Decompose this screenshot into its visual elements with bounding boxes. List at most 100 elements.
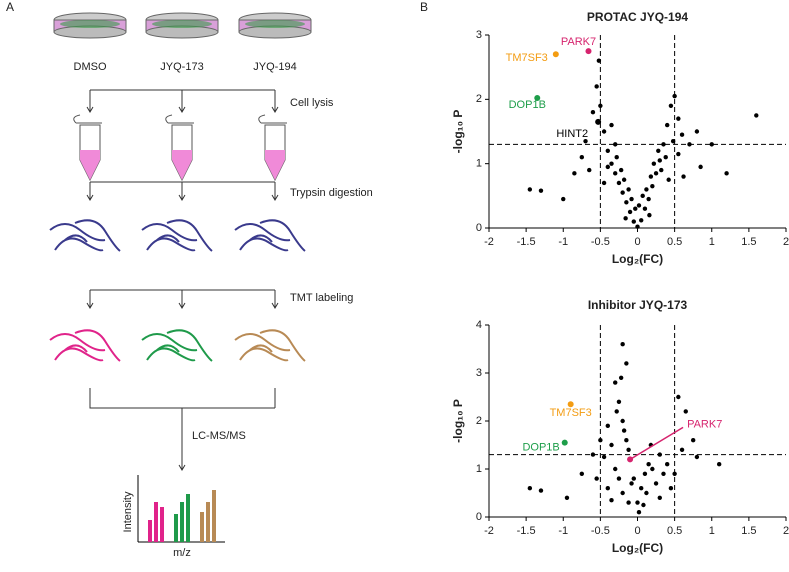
data-point	[598, 438, 603, 443]
data-point	[659, 167, 664, 173]
treatment-label: JYQ-194	[253, 61, 296, 73]
tube-cap	[165, 114, 194, 124]
step-label: LC-MS/MS	[192, 430, 246, 442]
data-point	[538, 488, 544, 493]
step-label: Trypsin digestion	[290, 187, 373, 199]
leader-line	[629, 426, 684, 461]
data-point	[716, 462, 722, 467]
arrowhead	[178, 106, 186, 113]
data-point	[661, 142, 666, 147]
peptide	[54, 347, 104, 362]
data-point	[647, 212, 652, 218]
data-point	[601, 129, 607, 134]
spectrum-bar	[174, 514, 178, 542]
peptide	[234, 223, 291, 242]
highlighted-point	[552, 51, 559, 58]
highlighted-point	[585, 48, 592, 55]
data-point	[527, 486, 533, 491]
data-point	[609, 498, 614, 503]
peptide	[166, 219, 213, 252]
data-point	[665, 122, 670, 128]
peptide	[259, 219, 306, 252]
data-point	[663, 155, 668, 160]
highlighted-point	[534, 95, 541, 102]
arrowhead	[271, 106, 279, 113]
peptide	[49, 223, 106, 242]
peptide	[259, 329, 306, 362]
data-point	[633, 206, 638, 211]
x-tick-label: -2	[484, 525, 494, 537]
data-point	[613, 171, 618, 176]
data-point	[644, 490, 649, 496]
cells	[60, 20, 120, 28]
data-point	[613, 142, 618, 147]
data-point	[624, 200, 629, 205]
connector	[89, 89, 276, 112]
data-point	[679, 132, 685, 137]
data-point	[609, 161, 614, 166]
y-tick-label: 0	[476, 222, 482, 234]
data-point	[579, 155, 585, 160]
spectrum-bar	[148, 520, 152, 542]
data-point	[668, 486, 674, 491]
y-tick-label: 4	[476, 319, 482, 331]
peptide	[239, 237, 289, 252]
peptide	[239, 347, 289, 362]
point-label: DOP1B	[522, 442, 559, 454]
data-point	[626, 447, 631, 452]
highlighted-point	[561, 439, 568, 446]
x-axis-label: Log₂(FC)	[612, 252, 663, 266]
peptide	[74, 329, 121, 362]
data-point	[639, 218, 644, 223]
data-point	[690, 438, 696, 443]
data-point	[616, 399, 622, 404]
data-point	[629, 196, 634, 202]
data-point	[621, 177, 627, 182]
arrowhead	[271, 194, 279, 201]
data-point	[709, 142, 714, 147]
y-tick-label: 2	[476, 415, 482, 427]
data-point	[561, 196, 566, 202]
point-label: HINT2	[556, 128, 588, 140]
data-point	[583, 138, 588, 144]
data-point	[624, 438, 629, 443]
spectrum-bar	[200, 512, 204, 542]
data-point	[676, 151, 681, 157]
tube-liquid	[80, 150, 100, 180]
x-tick-label: 0.5	[667, 525, 682, 537]
data-point	[657, 158, 662, 163]
y-tick-label: 1	[476, 158, 482, 170]
data-point	[614, 155, 619, 160]
data-point	[635, 500, 640, 505]
data-point	[683, 409, 688, 414]
tube-liquid	[265, 150, 285, 180]
data-point	[621, 428, 627, 433]
x-tick-label: 1	[709, 236, 715, 248]
data-point	[631, 476, 636, 481]
data-point	[661, 471, 666, 476]
data-point	[624, 361, 629, 366]
treatment-label: JYQ-173	[160, 61, 203, 73]
highlighted-point	[595, 118, 602, 125]
data-point	[590, 452, 596, 457]
data-point	[642, 206, 648, 211]
x-tick-label: -1.5	[517, 525, 536, 537]
x-tick-label: 1	[709, 525, 715, 537]
data-point	[601, 454, 607, 460]
x-tick-label: -0.5	[591, 525, 610, 537]
connector	[89, 289, 276, 308]
arrowhead	[86, 194, 94, 201]
x-tick-label: -1.5	[517, 236, 536, 248]
data-point	[676, 116, 681, 121]
data-point	[679, 447, 685, 452]
data-point	[605, 164, 610, 170]
chart-title: Inhibitor JYQ-173	[588, 298, 688, 312]
x-tick-label: 0.5	[667, 236, 682, 248]
point-label: PARK7	[687, 418, 722, 430]
data-point	[538, 188, 544, 193]
data-point	[644, 187, 649, 192]
data-point	[605, 148, 610, 153]
y-tick-label: 3	[476, 367, 482, 379]
data-point	[650, 466, 655, 472]
